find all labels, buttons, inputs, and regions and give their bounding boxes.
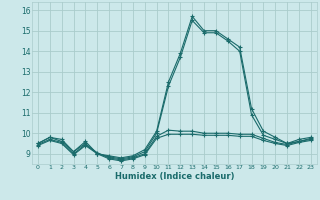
X-axis label: Humidex (Indice chaleur): Humidex (Indice chaleur) xyxy=(115,172,234,181)
